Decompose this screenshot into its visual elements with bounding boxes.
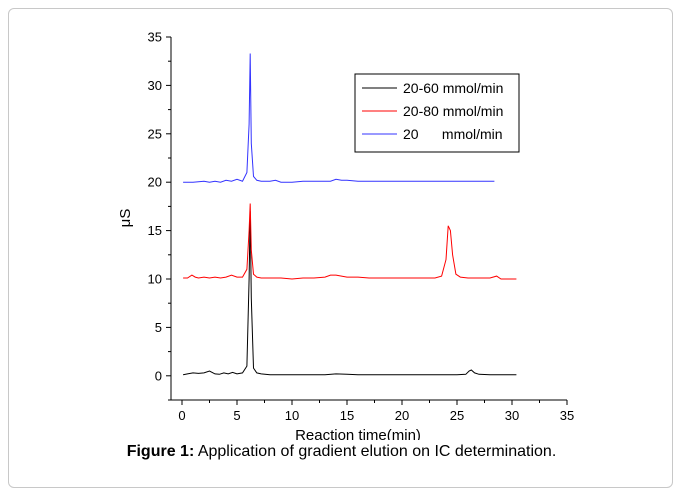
series-line-3 <box>183 53 495 183</box>
y-tick-label: 0 <box>155 368 162 383</box>
chart-axes: 0 5 10 15 20 25 30 35 0 5 10 15 20 25 30 35 <box>148 30 575 424</box>
y-tick-label: 15 <box>148 223 162 238</box>
legend-label-2: 20-80 mmol/min <box>403 103 503 119</box>
y-tick-label: 30 <box>148 78 162 93</box>
x-tick-label: 25 <box>450 408 464 423</box>
series-line-1 <box>182 211 517 376</box>
x-tick-label: 5 <box>233 408 240 423</box>
caption-label: Figure 1: <box>126 443 195 460</box>
x-tick-label: 35 <box>560 408 574 423</box>
chart-series <box>182 53 517 376</box>
legend-label-1: 20-60 mmol/min <box>403 80 503 96</box>
figure-caption: Figure 1: Application of gradient elutio… <box>0 443 683 461</box>
x-tick-label: 0 <box>178 408 185 423</box>
legend-box <box>354 73 520 153</box>
series-line-2 <box>183 203 517 280</box>
y-tick-label: 20 <box>148 175 162 190</box>
x-axis-label: Reaction time(min) <box>295 427 421 440</box>
chromatogram-chart: 0 5 10 15 20 25 30 35 0 5 10 15 20 25 30 35 20-60 mmol/… <box>117 30 575 441</box>
y-tick-label: 10 <box>148 272 162 287</box>
chart-legend: 20-60 mmol/min 20-80 mmol/min 20 mmol/min <box>354 73 520 153</box>
y-tick-label: 5 <box>155 320 162 335</box>
y-tick-label: 25 <box>148 126 162 141</box>
x-tick-label: 30 <box>505 408 519 423</box>
legend-label-3: 20 mmol/min <box>403 126 503 142</box>
y-axis-label: μS <box>117 209 134 228</box>
y-tick-label: 35 <box>148 30 162 45</box>
x-tick-label: 15 <box>340 408 354 423</box>
figure-frame <box>8 8 673 488</box>
x-tick-label: 20 <box>395 408 409 423</box>
x-tick-label: 10 <box>285 408 299 423</box>
caption-text: Application of gradient elution on IC de… <box>194 443 557 460</box>
